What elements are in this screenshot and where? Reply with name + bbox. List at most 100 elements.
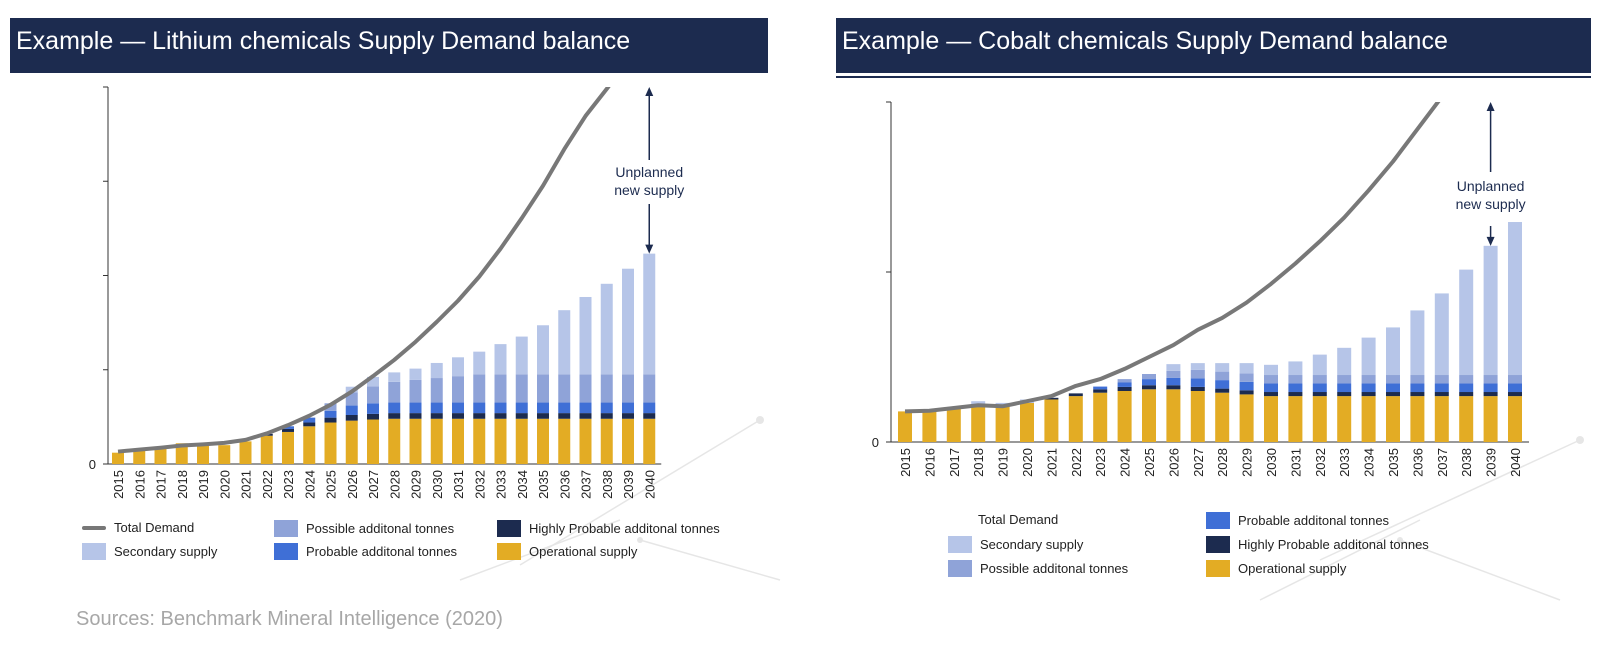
bar-secondary-2030 <box>430 362 443 379</box>
bar-operational-2033 <box>1337 396 1352 442</box>
bar-operational-2027 <box>367 419 379 464</box>
bar-possible-2028 <box>1215 371 1230 381</box>
bar-secondary-2029 <box>1239 363 1254 374</box>
bar-secondary-2031 <box>452 357 464 377</box>
bar-possible-2040 <box>1508 375 1522 384</box>
bar-secondary-2037 <box>579 296 592 375</box>
x-tick-label: 2016 <box>922 448 937 477</box>
x-tick-label: 2031 <box>1288 448 1303 477</box>
bar-highly_probable-2033 <box>494 413 507 419</box>
bar-highly_probable-2033 <box>1337 392 1352 397</box>
bar-possible-2038 <box>600 374 613 403</box>
legend-label: Total Demand <box>114 520 195 535</box>
bar-operational-2034 <box>515 418 528 464</box>
annotation-arrowhead-up <box>1486 102 1495 111</box>
x-tick-label: 2032 <box>472 470 487 499</box>
bar-highly_probable-2021 <box>1044 397 1059 400</box>
bar-operational-2039 <box>1483 396 1498 442</box>
legend-item-highly-probable: Highly Probable additonal tonnes <box>1206 536 1429 553</box>
bar-probable-2039 <box>622 402 634 414</box>
bar-possible-2030 <box>1264 375 1278 384</box>
bar-possible-2032 <box>1312 375 1327 384</box>
bar-highly_probable-2035 <box>1386 392 1400 397</box>
bar-operational-2038 <box>600 418 613 464</box>
bar-highly_probable-2034 <box>1361 392 1376 397</box>
x-tick-label: 2033 <box>1337 448 1352 477</box>
bar-highly_probable-2027 <box>367 413 379 420</box>
bar-secondary-2034 <box>515 336 528 375</box>
bar-possible-2025 <box>1142 374 1156 380</box>
x-tick-label: 2022 <box>1069 448 1084 477</box>
bar-highly_probable-2024 <box>303 422 316 427</box>
bar-highly_probable-2025 <box>1142 385 1156 390</box>
annotation-arrowhead-down <box>1486 236 1495 246</box>
annotation-arrowhead-up <box>645 87 654 96</box>
bar-possible-2029 <box>409 379 422 403</box>
bar-probable-2025 <box>324 410 337 418</box>
x-tick-label: 2018 <box>971 448 986 477</box>
legend-label: Possible additonal tonnes <box>306 521 455 536</box>
bar-probable-2026 <box>1166 377 1181 386</box>
bar-possible-2040 <box>643 374 656 403</box>
legend-label: Possible additonal tonnes <box>980 561 1129 576</box>
bar-highly_probable-2031 <box>452 413 464 419</box>
x-tick-label: 2027 <box>1191 448 1206 477</box>
bar-highly_probable-2035 <box>537 413 549 419</box>
bar-highly_probable-2032 <box>1312 392 1327 397</box>
bar-possible-2027 <box>1190 369 1205 379</box>
bar-highly_probable-2023 <box>1093 389 1108 393</box>
annotation-text-line1: Unplanned <box>615 164 683 180</box>
bar-probable-2034 <box>515 402 528 414</box>
bar-possible-2035 <box>537 374 549 403</box>
x-tick-label: 2015 <box>111 470 126 499</box>
bar-secondary-2027 <box>1190 363 1205 370</box>
bar-operational-2015 <box>112 452 124 464</box>
x-tick-label: 2016 <box>132 470 147 499</box>
legend-swatch <box>274 543 298 560</box>
x-tick-label: 2020 <box>1020 448 1035 477</box>
bar-secondary-2038 <box>1459 269 1474 376</box>
bar-operational-2027 <box>1190 391 1205 442</box>
bar-secondary-2026 <box>1166 364 1181 371</box>
bar-possible-2034 <box>515 374 528 403</box>
bar-possible-2037 <box>579 374 592 403</box>
legend-swatch <box>1206 536 1230 553</box>
bar-probable-2024 <box>303 417 316 423</box>
bar-operational-2040 <box>643 418 656 464</box>
bar-operational-2021 <box>1044 399 1059 442</box>
bar-probable-2027 <box>367 403 379 414</box>
bar-operational-2023 <box>1093 392 1108 442</box>
bar-operational-2030 <box>1264 396 1278 442</box>
bar-possible-2025 <box>324 403 337 411</box>
bar-highly_probable-2030 <box>430 413 443 419</box>
bar-highly_probable-2024 <box>1117 386 1132 391</box>
legend-swatch <box>274 520 298 537</box>
bar-highly_probable-2028 <box>1215 388 1230 393</box>
legend-label: Probable additonal tonnes <box>1238 513 1390 528</box>
bar-probable-2040 <box>643 402 656 414</box>
x-tick-label: 2037 <box>579 470 594 499</box>
bar-highly_probable-2023 <box>282 428 294 432</box>
bar-probable-2024 <box>1117 382 1132 387</box>
bar-highly_probable-2026 <box>1166 385 1181 390</box>
bar-operational-2022 <box>260 435 273 464</box>
cobalt-chart-title: Example — Cobalt chemicals Supply Demand… <box>836 18 1591 73</box>
x-tick-label: 2024 <box>302 470 317 499</box>
legend-swatch <box>1206 512 1230 529</box>
x-tick-label: 2018 <box>175 470 190 499</box>
bar-secondary-2040 <box>643 253 656 375</box>
bar-secondary-2036 <box>1410 310 1425 376</box>
bar-operational-2015 <box>898 411 912 442</box>
legend-swatch <box>497 520 521 537</box>
legend-item-highly-probable: Highly Probable additonal tonnes <box>497 520 720 537</box>
bar-highly_probable-2032 <box>473 413 486 419</box>
bar-secondary-2035 <box>1386 327 1400 376</box>
bar-operational-2020 <box>1020 402 1034 442</box>
x-tick-label: 2019 <box>996 448 1011 477</box>
bar-secondary-2040 <box>1508 222 1522 376</box>
x-tick-label: 2028 <box>1215 448 1230 477</box>
bar-possible-2039 <box>1483 375 1498 384</box>
bar-highly_probable-2037 <box>1434 392 1449 397</box>
legend-item-operational: Operational supply <box>497 543 637 560</box>
